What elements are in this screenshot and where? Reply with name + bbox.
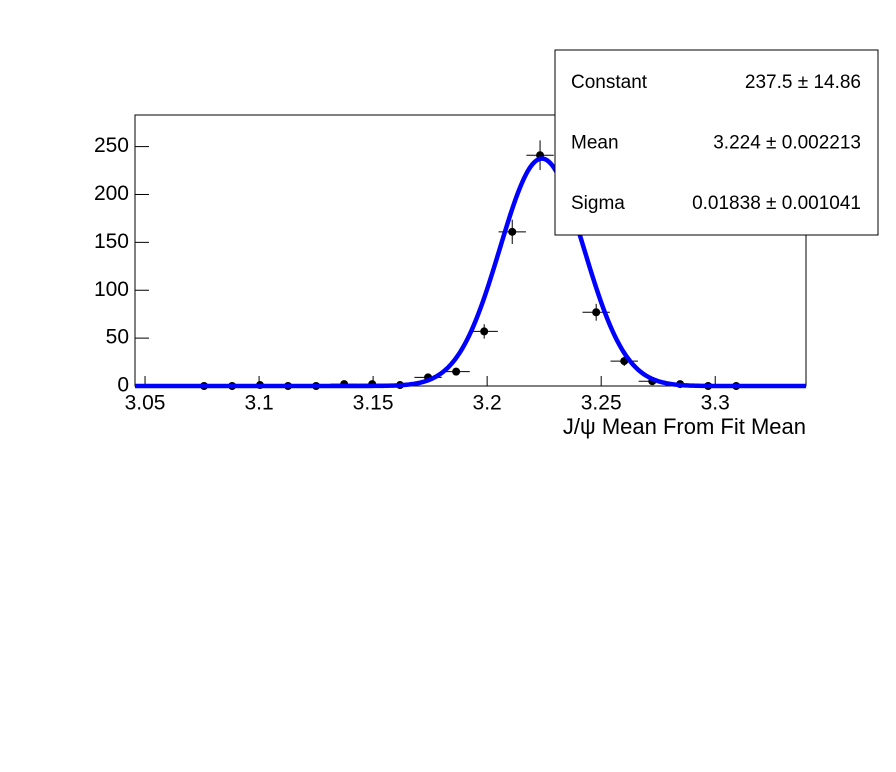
stats-value: 3.224 ± 0.002213 [713,133,861,154]
plot-frame [134,114,807,387]
data-point [592,308,601,317]
stats-name: Sigma [571,193,625,214]
x-tick-label: 3.3 [701,392,730,415]
stats-value: 0.01838 ± 0.001041 [692,193,861,214]
x-tick-label: 3.2 [473,392,502,415]
data-point [480,327,489,336]
stats-name: Constant [571,72,648,93]
x-tick-label: 3.1 [244,392,273,415]
y-tick-label: 50 [106,326,129,349]
stats-box [554,49,879,236]
y-tick-label: 0 [117,374,129,397]
fit-curve [135,156,806,389]
x-tick-label: 3.25 [581,392,622,415]
data-point [508,227,517,236]
y-tick-label: 100 [94,278,129,301]
stats-name: Mean [571,133,619,154]
y-tick-label: 200 [94,182,129,205]
stats-value: 237.5 ± 14.86 [745,72,861,93]
x-axis-title: J/ψ Mean From Fit Mean [563,414,806,439]
y-tick-label: 150 [94,230,129,253]
x-tick-label: 3.15 [353,392,394,415]
x-tick-label: 3.05 [125,392,166,415]
y-tick-label: 250 [94,134,129,157]
data-point [452,367,461,376]
